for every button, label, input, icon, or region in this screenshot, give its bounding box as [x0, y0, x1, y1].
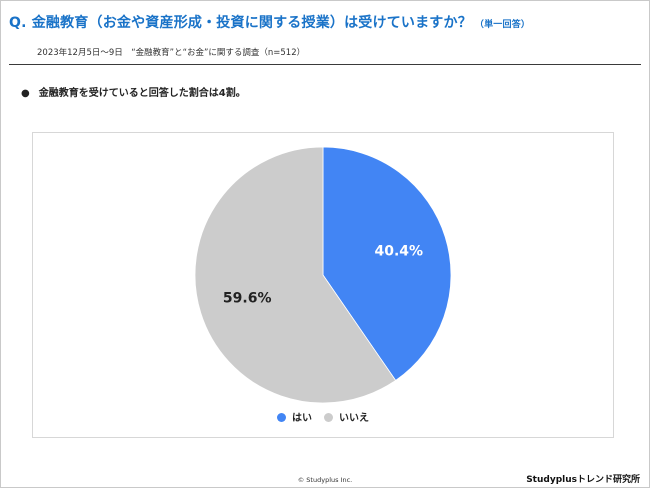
question-note: （単一回答） — [474, 20, 531, 30]
legend-swatch-0 — [277, 413, 286, 422]
chart-legend: はい いいえ — [33, 409, 613, 424]
legend-item-0: はい — [277, 409, 312, 424]
survey-info: 2023年12月5日～9日 “金融教育”と“お金”に関する調査（n=512） — [37, 48, 306, 58]
pie-slice-label-0: 40.4% — [374, 243, 423, 259]
copyright-text: © Studyplus Inc. — [297, 476, 353, 484]
question-title: Q. 金融教育（お金や資産形成・投資に関する授業）は受けていますか？ （単一回答） — [9, 12, 530, 32]
question-text: Q. 金融教育（お金や資産形成・投資に関する授業）は受けていますか？ — [9, 15, 472, 31]
pie-slice-0 — [322, 146, 452, 381]
legend-label-1: いいえ — [339, 413, 369, 424]
pie-slice-label-1: 59.6% — [223, 291, 272, 307]
brand-logo-text: Studyplusトレンド研究所 — [526, 475, 640, 485]
pie-slice-1 — [194, 146, 397, 404]
summary-line: ● 金融教育を受けていると回答した割合は4割。 — [21, 84, 246, 99]
chart-panel: 40.4% 59.6% はい いいえ — [32, 132, 614, 438]
summary-text: 金融教育を受けていると回答した割合は4割。 — [38, 88, 246, 99]
pie-chart: 40.4% 59.6% — [194, 146, 452, 404]
legend-label-0: はい — [292, 413, 312, 424]
legend-swatch-1 — [324, 413, 333, 422]
legend-item-1: いいえ — [324, 409, 369, 424]
bullet-dot: ● — [21, 88, 30, 99]
header-divider — [9, 64, 641, 65]
